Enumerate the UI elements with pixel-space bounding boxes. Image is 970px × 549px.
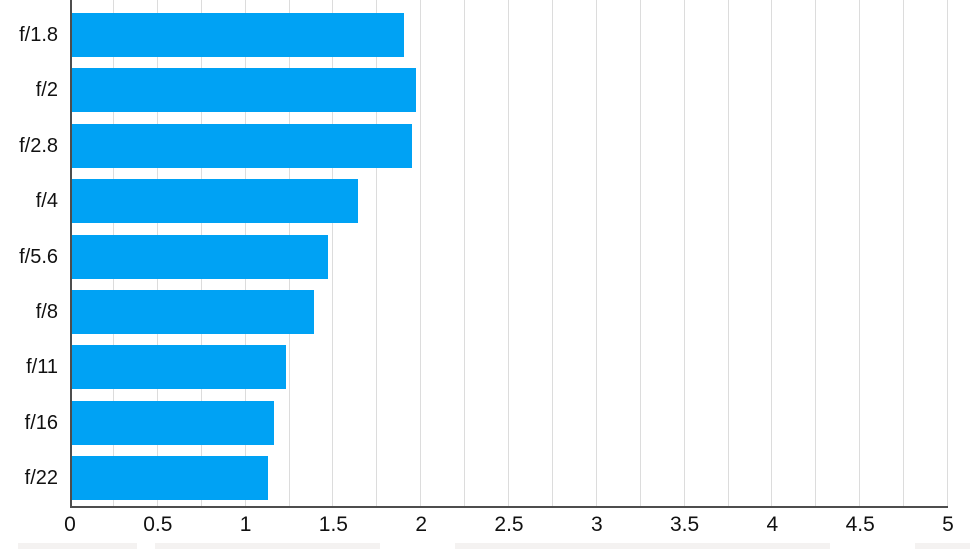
category-label: f/5.6 — [19, 246, 58, 268]
x-tick-label: 4.5 — [845, 513, 875, 536]
plot-area — [70, 0, 948, 506]
x-tick-label: 1 — [239, 513, 252, 536]
gridline — [683, 0, 685, 506]
x-tick-label: 2 — [415, 513, 428, 536]
category-label: f/2 — [35, 79, 58, 101]
x-axis-line — [70, 506, 948, 508]
bar-f-11 — [72, 345, 286, 389]
bar-f-2.8 — [72, 124, 412, 168]
gridline — [376, 0, 378, 506]
x-tick-label: 0 — [64, 513, 76, 536]
y-axis-line — [70, 0, 72, 508]
x-tick-label: 4 — [766, 513, 779, 536]
bar-f-16 — [72, 401, 274, 445]
category-label: f/4 — [35, 190, 58, 212]
x-axis-labels: 0 0.5 1 1.5 2 2.5 3 3.5 4 4.5 5 — [64, 513, 954, 541]
gridline — [859, 0, 861, 506]
x-tick-label: 2.5 — [494, 513, 524, 536]
category-label: f/16 — [24, 412, 58, 434]
gridline — [947, 0, 948, 506]
gridline — [551, 0, 553, 506]
gridline — [595, 0, 597, 506]
gridline — [727, 0, 729, 506]
bar-f-8 — [72, 290, 314, 334]
bar-f-4 — [72, 179, 358, 223]
bar-f-22 — [72, 456, 268, 500]
category-label: f/8 — [35, 301, 58, 323]
bar-f-1.8 — [72, 13, 404, 57]
category-label: f/1.8 — [19, 24, 58, 46]
gridline — [639, 0, 641, 506]
category-label: f/2.8 — [19, 135, 58, 157]
x-tick-label: 0.5 — [143, 513, 173, 536]
gridline — [464, 0, 466, 506]
bar-f-5.6 — [72, 235, 328, 279]
category-label: f/22 — [24, 467, 58, 489]
gridline — [508, 0, 509, 506]
x-tick-label: 1.5 — [318, 513, 348, 536]
gridline — [420, 0, 422, 506]
gridline — [815, 0, 817, 506]
footer-artifact — [0, 543, 970, 549]
category-label: f/11 — [26, 356, 58, 378]
gridline — [332, 0, 334, 506]
gridline — [771, 0, 773, 506]
gridline — [903, 0, 905, 506]
x-tick-label: 5 — [942, 513, 954, 536]
x-tick-label: 3.5 — [669, 513, 700, 536]
bar-f-2 — [72, 68, 416, 112]
x-tick-label: 3 — [590, 513, 603, 536]
